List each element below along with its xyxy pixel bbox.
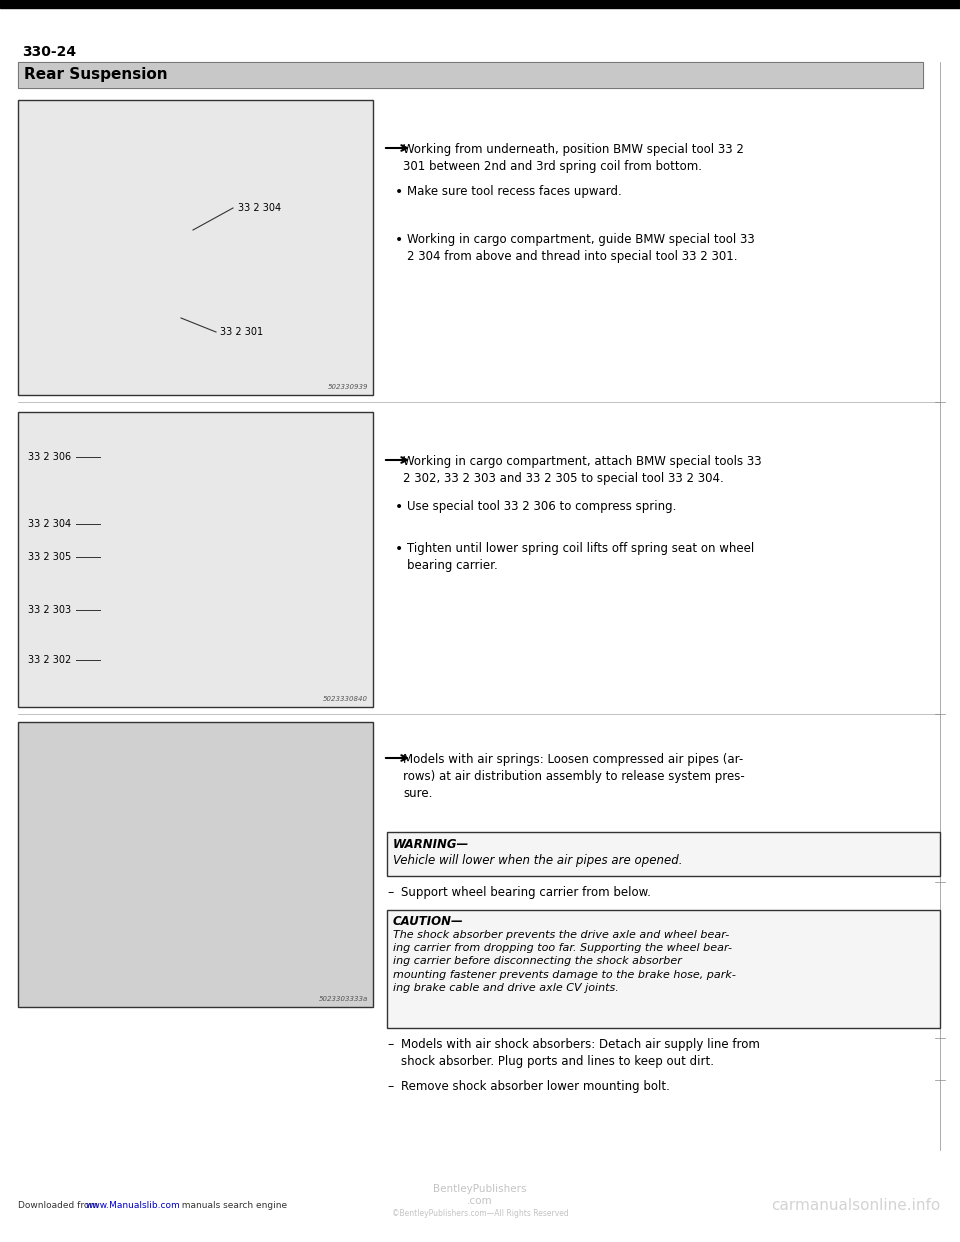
Text: Support wheel bearing carrier from below.: Support wheel bearing carrier from below… — [401, 886, 651, 899]
Text: 33 2 305: 33 2 305 — [28, 551, 71, 561]
Text: •: • — [395, 233, 403, 247]
Text: Working in cargo compartment, guide BMW special tool 33
2 304 from above and thr: Working in cargo compartment, guide BMW … — [407, 233, 755, 263]
Text: Remove shock absorber lower mounting bolt.: Remove shock absorber lower mounting bol… — [401, 1081, 670, 1093]
Text: Working from underneath, position BMW special tool 33 2
301 between 2nd and 3rd : Working from underneath, position BMW sp… — [403, 143, 744, 173]
Text: •: • — [395, 185, 403, 199]
Text: Make sure tool recess faces upward.: Make sure tool recess faces upward. — [407, 185, 622, 197]
Text: 33 2 304: 33 2 304 — [238, 202, 281, 212]
Text: Tighten until lower spring coil lifts off spring seat on wheel
bearing carrier.: Tighten until lower spring coil lifts of… — [407, 542, 755, 573]
Text: 33 2 306: 33 2 306 — [28, 452, 71, 462]
Text: 33 2 304: 33 2 304 — [28, 519, 71, 529]
Bar — [387, 832, 940, 876]
Text: 33 2 302: 33 2 302 — [28, 655, 71, 664]
Text: Vehicle will lower when the air pipes are opened.: Vehicle will lower when the air pipes ar… — [393, 854, 683, 867]
Text: www.Manualslib.com: www.Manualslib.com — [86, 1201, 180, 1210]
Text: manuals search engine: manuals search engine — [176, 1201, 287, 1210]
Text: –: – — [387, 1038, 394, 1051]
Text: •: • — [395, 542, 403, 556]
Text: Working in cargo compartment, attach BMW special tools 33
2 302, 33 2 303 and 33: Working in cargo compartment, attach BMW… — [403, 455, 761, 484]
Text: carmanualsonline.info: carmanualsonline.info — [771, 1197, 940, 1212]
Bar — [18, 62, 923, 88]
Text: 5023330840: 5023330840 — [323, 696, 368, 702]
Text: Downloaded from: Downloaded from — [18, 1201, 101, 1210]
Text: –: – — [387, 886, 394, 899]
Text: 33 2 303: 33 2 303 — [28, 605, 71, 615]
Text: CAUTION—: CAUTION— — [393, 915, 464, 928]
Text: WARNING—: WARNING— — [393, 838, 469, 851]
Text: 330-24: 330-24 — [22, 45, 76, 60]
Bar — [18, 62, 923, 88]
Text: •: • — [395, 501, 403, 514]
Text: Use special tool 33 2 306 to compress spring.: Use special tool 33 2 306 to compress sp… — [407, 501, 677, 513]
Text: –: – — [387, 1081, 394, 1093]
Bar — [387, 910, 940, 1028]
Text: 33 2 301: 33 2 301 — [220, 327, 263, 337]
Bar — [18, 101, 373, 395]
Text: BentleyPublishers
.com: BentleyPublishers .com — [433, 1184, 527, 1206]
Text: Rear Suspension: Rear Suspension — [24, 67, 168, 82]
Text: 502330939: 502330939 — [327, 384, 368, 390]
Bar — [18, 722, 373, 1007]
Text: 5023303333a: 5023303333a — [319, 996, 368, 1002]
Bar — [0, 0, 960, 7]
Text: Models with air shock absorbers: Detach air supply line from
shock absorber. Plu: Models with air shock absorbers: Detach … — [401, 1038, 760, 1068]
Text: ©BentleyPublishers.com—All Rights Reserved: ©BentleyPublishers.com—All Rights Reserv… — [392, 1210, 568, 1218]
Bar — [18, 412, 373, 707]
Text: Models with air springs: Loosen compressed air pipes (ar-
rows) at air distribut: Models with air springs: Loosen compress… — [403, 753, 745, 800]
Text: The shock absorber prevents the drive axle and wheel bear-
ing carrier from drop: The shock absorber prevents the drive ax… — [393, 930, 736, 992]
